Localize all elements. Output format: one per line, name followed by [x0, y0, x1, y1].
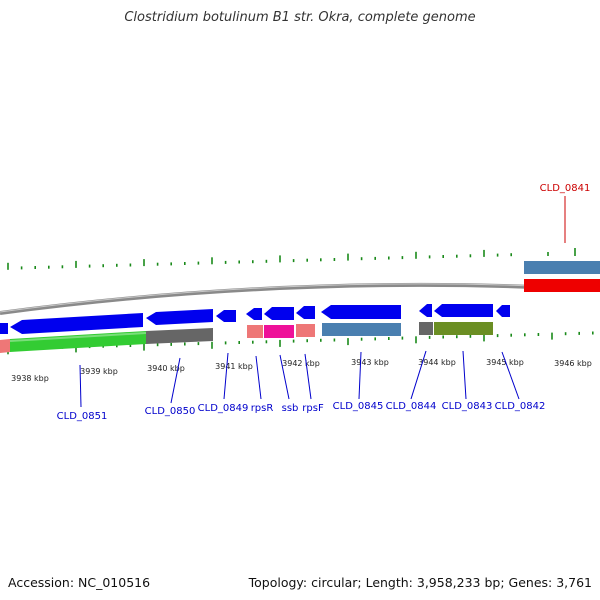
upper-tick-marks	[7, 248, 576, 270]
cds-arrow-7[interactable]	[296, 306, 315, 319]
cds-arrow-11[interactable]	[496, 305, 510, 317]
gene-magenta-1[interactable]	[264, 325, 294, 338]
accession-text: Accession: NC_010516	[8, 575, 151, 590]
backbone-arc	[0, 282, 600, 315]
cds-arrow-8[interactable]	[321, 305, 401, 319]
cds-arrow-1[interactable]	[0, 323, 8, 334]
cds-arrow-3[interactable]	[146, 309, 213, 325]
leader-rpsf	[304, 353, 312, 400]
kbp-label-3941: 3941 kbp	[215, 362, 253, 371]
cds-arrow-10[interactable]	[434, 304, 493, 317]
leader-cld-0844	[410, 350, 427, 400]
gene-steelblue-upper[interactable]	[524, 261, 600, 274]
leader-cld-0845	[358, 351, 362, 400]
kbp-label-3943: 3943 kbp	[351, 358, 389, 367]
gene-label-ssb[interactable]: ssb	[282, 403, 299, 414]
gene-label-cld-0850[interactable]: CLD_0850	[145, 406, 196, 417]
cds-arrow-2[interactable]	[10, 313, 143, 334]
gene-salmon-2[interactable]	[247, 325, 263, 338]
gene-leader-lines	[79, 350, 520, 408]
kbp-label-3938: 3938 kbp	[11, 374, 49, 383]
leader-cld-0849	[223, 352, 229, 400]
gene-label-rpsf[interactable]: rpsF	[302, 403, 324, 414]
cds-arrow-9[interactable]	[419, 304, 432, 317]
gene-green-1[interactable]	[10, 331, 146, 352]
leader-cld-0850	[170, 357, 181, 404]
gene-label-cld-0841[interactable]: CLD_0841	[540, 183, 591, 194]
kbp-label-3946: 3946 kbp	[554, 359, 592, 368]
gene-label-cld-0851[interactable]: CLD_0851	[57, 411, 108, 422]
leader-cld-0843	[462, 350, 467, 400]
feature-sheen	[9, 332, 147, 342]
leader-ssb	[279, 354, 290, 400]
genome-stats-text: Topology: circular; Length: 3,958,233 bp…	[248, 575, 592, 590]
kbp-label-3942: 3942 kbp	[282, 359, 320, 368]
gene-gray-2[interactable]	[419, 322, 433, 335]
cds-arrow-4[interactable]	[216, 310, 236, 322]
gene-olive-1[interactable]	[434, 322, 493, 335]
gene-label-cld-0844[interactable]: CLD_0844	[386, 401, 437, 412]
gene-label-cld-0843[interactable]: CLD_0843	[442, 401, 493, 412]
cds-arrow-5[interactable]	[246, 308, 262, 320]
gene-label-rpsr[interactable]: rpsR	[251, 403, 274, 414]
kbp-label-3945: 3945 kbp	[486, 358, 524, 367]
leader-cld-0842	[501, 351, 520, 400]
leader-rpss	[255, 355, 262, 400]
gene-salmon-1[interactable]	[0, 339, 10, 353]
kbp-label-3940: 3940 kbp	[147, 364, 185, 373]
backbone-highlight	[0, 283, 600, 313]
leader-cld-0851	[79, 364, 82, 408]
gene-steelblue-1[interactable]	[322, 323, 401, 336]
gene-salmon-3[interactable]	[296, 324, 315, 337]
kbp-label-3939: 3939 kbp	[80, 367, 118, 376]
gene-label-cld-0845[interactable]: CLD_0845	[333, 401, 384, 412]
genome-title: Clostridium botulinum B1 str. Okra, comp…	[124, 10, 476, 25]
cds-arrow-6[interactable]	[264, 307, 294, 320]
gene-label-cld-0842[interactable]: CLD_0842	[495, 401, 546, 412]
gene-red-upper[interactable]	[524, 279, 600, 292]
kbp-label-3944: 3944 kbp	[418, 358, 456, 367]
gene-gray-1[interactable]	[146, 328, 213, 344]
gene-label-cld-0849[interactable]: CLD_0849	[198, 403, 249, 414]
